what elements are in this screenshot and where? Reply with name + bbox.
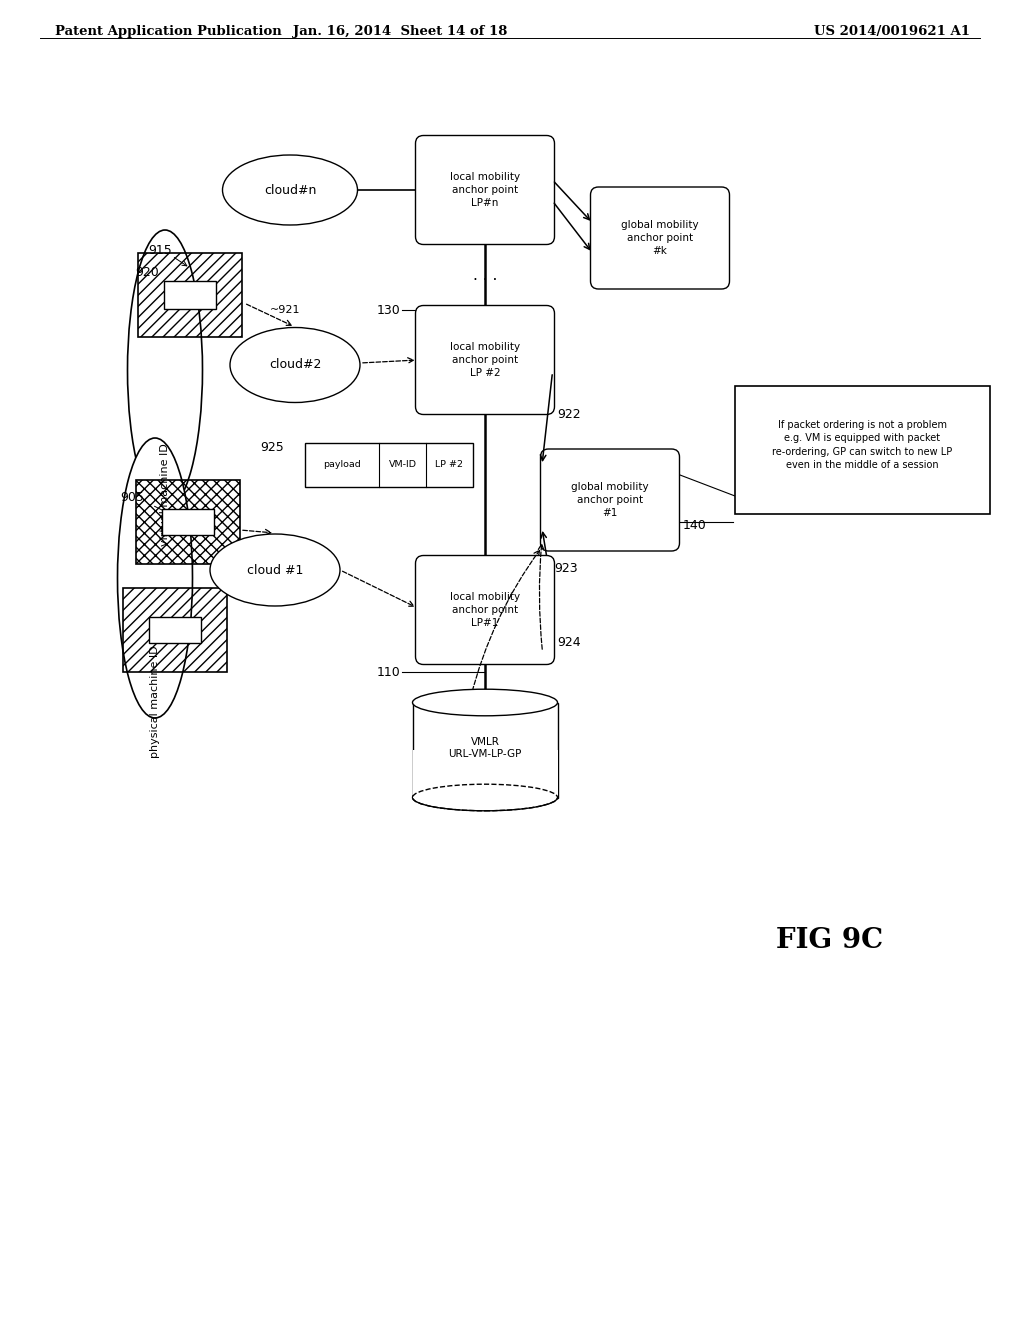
FancyBboxPatch shape	[541, 449, 680, 550]
Bar	[150, 616, 201, 643]
Text: 905: 905	[120, 491, 144, 504]
Text: 920: 920	[135, 267, 159, 280]
Text: global mobility
anchor point
#k: global mobility anchor point #k	[622, 220, 698, 256]
Bar	[305, 444, 473, 487]
Text: . . .: . . .	[473, 268, 498, 282]
Text: VM-ID: VM-ID	[388, 461, 417, 470]
Ellipse shape	[222, 154, 357, 224]
Ellipse shape	[210, 535, 340, 606]
FancyBboxPatch shape	[416, 305, 555, 414]
Text: FIG 9C: FIG 9C	[776, 927, 884, 953]
Ellipse shape	[118, 438, 193, 718]
Text: cloud #1: cloud #1	[247, 564, 303, 577]
Text: 924: 924	[557, 635, 582, 648]
Text: global mobility
anchor point
#1: global mobility anchor point #1	[571, 482, 649, 517]
FancyBboxPatch shape	[416, 556, 555, 664]
Text: 915: 915	[148, 243, 172, 256]
Text: local mobility
anchor point
LP #2: local mobility anchor point LP #2	[450, 342, 520, 378]
Text: ~921: ~921	[270, 305, 300, 315]
Text: cloud#2: cloud#2	[269, 359, 322, 371]
Text: cloud#n: cloud#n	[264, 183, 316, 197]
Ellipse shape	[413, 689, 557, 715]
Text: 923: 923	[555, 561, 579, 574]
Bar	[413, 750, 557, 797]
Text: Jan. 16, 2014  Sheet 14 of 18: Jan. 16, 2014 Sheet 14 of 18	[293, 25, 507, 38]
Ellipse shape	[413, 784, 557, 810]
Text: 925: 925	[260, 441, 284, 454]
Bar	[164, 281, 216, 309]
Text: 140: 140	[683, 519, 707, 532]
Text: If packet ordering is not a problem
e.g. VM is equipped with packet
re-ordering,: If packet ordering is not a problem e.g.…	[772, 420, 952, 470]
FancyBboxPatch shape	[416, 136, 555, 244]
Text: US 2014/0019621 A1: US 2014/0019621 A1	[814, 25, 970, 38]
Text: 130: 130	[376, 304, 400, 317]
Text: payload: payload	[324, 461, 360, 470]
Text: VMLR
URL-VM-LP-GP: VMLR URL-VM-LP-GP	[449, 737, 521, 759]
Text: virtual machine ID: virtual machine ID	[160, 444, 170, 546]
Ellipse shape	[230, 327, 360, 403]
Text: local mobility
anchor point
LP#1: local mobility anchor point LP#1	[450, 593, 520, 628]
Bar	[735, 385, 990, 513]
Text: physical machine ID: physical machine ID	[150, 645, 160, 758]
Bar	[162, 510, 214, 535]
FancyBboxPatch shape	[591, 187, 729, 289]
Text: 110: 110	[376, 665, 400, 678]
Ellipse shape	[128, 230, 203, 510]
Text: 922: 922	[557, 408, 582, 421]
Text: LP #2: LP #2	[435, 461, 464, 470]
Bar	[413, 702, 557, 797]
Text: Patent Application Publication: Patent Application Publication	[55, 25, 282, 38]
Text: local mobility
anchor point
LP#n: local mobility anchor point LP#n	[450, 172, 520, 207]
